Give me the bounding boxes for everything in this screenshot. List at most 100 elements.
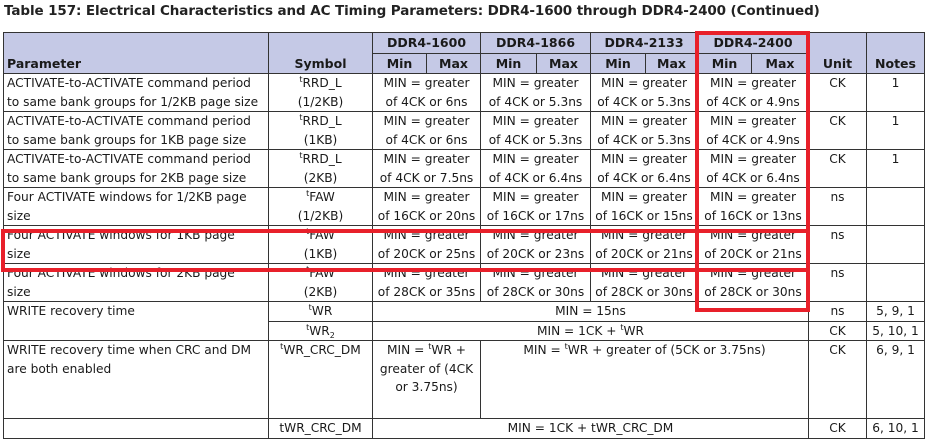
- value-ddr4-2400: MIN = greater of 4CK or 4.9ns: [697, 73, 809, 112]
- value-text: of 4CK or 6.4ns: [488, 170, 583, 185]
- value-text: of 20CK or 21ns: [595, 246, 693, 261]
- symbol-cell: tRRD_L (1KB): [268, 111, 373, 150]
- symbol-sup: t: [306, 322, 310, 332]
- symbol-cell: tWR_CRC_DM: [268, 418, 373, 439]
- parameter-cell: Four ACTIVATE windows for 1/2KB page size: [3, 187, 269, 226]
- symbol-text: (1/2KB): [297, 208, 344, 223]
- value-ddr4-1866: MIN = greater of 4CK or 5.3ns: [480, 111, 591, 150]
- notes-cell: [866, 187, 925, 226]
- value-ddr4-1866: MIN = greater of 28CK or 30ns: [480, 263, 591, 302]
- value-text: MIN = 1CK +: [536, 323, 621, 338]
- value-text: of 28CK or 30ns: [595, 284, 693, 299]
- value-text: MIN = greater: [601, 266, 687, 280]
- value-text: MIN = greater: [492, 76, 579, 90]
- value-text: MIN = greater: [601, 114, 687, 128]
- parameter-text: ACTIVATE-to-ACTIVATE command period: [7, 76, 251, 90]
- unit-cell: CK: [808, 320, 867, 341]
- notes-cell: 5, 9, 1: [866, 301, 925, 322]
- table-row: Four ACTIVATE windows for 2KB page size t…: [3, 263, 925, 302]
- symbol-cell: tWR2: [268, 320, 373, 341]
- header-max: Max: [426, 53, 481, 74]
- value-ddr4-1866: MIN = greater of 4CK or 6.4ns: [480, 149, 591, 188]
- symbol-sup: t: [280, 342, 284, 351]
- value-ddr4-2400: MIN = greater of 16CK or 13ns: [697, 187, 809, 226]
- value-ddr4-1600: MIN = greater of 4CK or 7.5ns: [372, 149, 481, 188]
- value-text: of 16CK or 15ns: [595, 208, 693, 223]
- value-ddr4-1600: MIN = greater of 4CK or 6ns: [372, 73, 481, 112]
- symbol-text: WR: [309, 323, 330, 338]
- value-text: of 4CK or 6.4ns: [597, 170, 691, 185]
- value-text: MIN = greater: [710, 152, 796, 166]
- value-text: MIN = greater: [492, 114, 579, 128]
- value-text: MIN = greater: [492, 190, 579, 204]
- parameter-cell: ACTIVATE-to-ACTIVATE command period to sa…: [3, 73, 269, 112]
- parameter-text: WRITE recovery time when CRC and DM: [7, 343, 251, 357]
- unit-cell: ns: [808, 301, 867, 322]
- value-text: of 4CK or 5.3ns: [597, 94, 691, 109]
- value-ddr4-1866: MIN = greater of 20CK or 23ns: [480, 225, 591, 264]
- value-all-grades: MIN = 15ns: [372, 301, 809, 322]
- parameter-text: ACTIVATE-to-ACTIVATE command period: [7, 152, 251, 166]
- value-text: MIN = greater: [383, 190, 470, 204]
- table-row-highlighted: Four ACTIVATE windows for 1KB page size t…: [3, 225, 925, 264]
- notes-cell: [866, 263, 925, 302]
- value-text: MIN = greater: [601, 228, 687, 242]
- value-ddr4-2400: MIN = greater of 4CK or 4.9ns: [697, 111, 809, 150]
- value-text: MIN = greater: [383, 266, 470, 280]
- symbol-text: FAW: [309, 266, 335, 280]
- parameter-text: to same bank groups for 2KB page size: [7, 170, 247, 185]
- parameter-cell: WRITE recovery time: [3, 301, 269, 341]
- value-ddr4-1866: MIN = greater of 4CK or 5.3ns: [480, 73, 591, 112]
- symbol-text: WR_CRC_DM: [283, 343, 361, 357]
- header-max: Max: [751, 53, 809, 74]
- notes-cell: 6, 10, 1: [866, 418, 925, 439]
- unit-cell: ns: [808, 187, 867, 226]
- table-title: Table 157: Electrical Characteristics an…: [4, 3, 820, 19]
- value-ddr4-2400: MIN = greater of 20CK or 21ns: [697, 225, 809, 264]
- symbol-sup: t: [299, 151, 303, 160]
- value-ddr4-2133: MIN = greater of 16CK or 15ns: [590, 187, 698, 226]
- table-row-partial: tWR_CRC_DM MIN = 1CK + tWR_CRC_DM CK 6, …: [3, 418, 925, 439]
- value-text: of 4CK or 4.9ns: [706, 132, 800, 147]
- table-row: ACTIVATE-to-ACTIVATE command period to sa…: [3, 149, 925, 188]
- parameter-cell: Four ACTIVATE windows for 1KB page size: [3, 225, 269, 264]
- symbol-text: FAW: [309, 190, 335, 204]
- value-ddr4-2133: MIN = greater of 4CK or 6.4ns: [590, 149, 698, 188]
- value-text: MIN = greater: [710, 228, 796, 242]
- value-sup: t: [428, 342, 432, 351]
- symbol-cell: tRRD_L (1/2KB): [268, 73, 373, 112]
- symbol-cell: tWR: [268, 301, 373, 322]
- value-text: of 4CK or 4.9ns: [706, 94, 800, 109]
- value-text: MIN = greater: [601, 190, 687, 204]
- value-text: of 16CK or 20ns: [377, 208, 476, 223]
- notes-cell: 1: [866, 111, 925, 150]
- symbol-text: RRD_L: [302, 114, 342, 128]
- parameter-text: to same bank groups for 1/2KB page size: [7, 94, 259, 109]
- value-ddr4-2133: MIN = greater of 20CK or 21ns: [590, 225, 698, 264]
- header-ddr4-2400: DDR4-2400: [697, 32, 809, 54]
- value-ddr4-2133: MIN = greater of 4CK or 5.3ns: [590, 111, 698, 150]
- symbol-sup: t: [299, 75, 303, 84]
- value-text: WR: [623, 323, 645, 338]
- value-ddr4-1600: MIN = greater of 28CK or 35ns: [372, 263, 481, 302]
- symbol-text: WR: [311, 304, 333, 318]
- value-ddr4-1866: MIN = greater of 16CK or 17ns: [480, 187, 591, 226]
- header-ddr4-2133: DDR4-2133: [590, 32, 698, 54]
- parameter-cell: ACTIVATE-to-ACTIVATE command period to sa…: [3, 149, 269, 188]
- unit-cell: ns: [808, 225, 867, 264]
- value-text: of 28CK or 30ns: [704, 284, 802, 299]
- symbol-cell: tFAW (1KB): [268, 225, 373, 264]
- value-text: MIN = greater: [710, 190, 796, 204]
- value-sup: t: [564, 342, 568, 351]
- header-min: Min: [590, 53, 646, 74]
- symbol-cell: tRRD_L (2KB): [268, 149, 373, 188]
- symbol-text: RRD_L: [302, 76, 342, 90]
- value-text: MIN = greater: [383, 152, 470, 166]
- value-text: MIN = greater: [710, 266, 796, 280]
- value-text: MIN =: [387, 343, 429, 357]
- value-text: MIN = greater: [492, 152, 579, 166]
- unit-cell: CK: [808, 111, 867, 150]
- parameter-text: size: [7, 246, 31, 261]
- value-text: WR + greater of (5CK or 3.75ns): [567, 343, 766, 357]
- value-text: MIN = greater: [383, 228, 470, 242]
